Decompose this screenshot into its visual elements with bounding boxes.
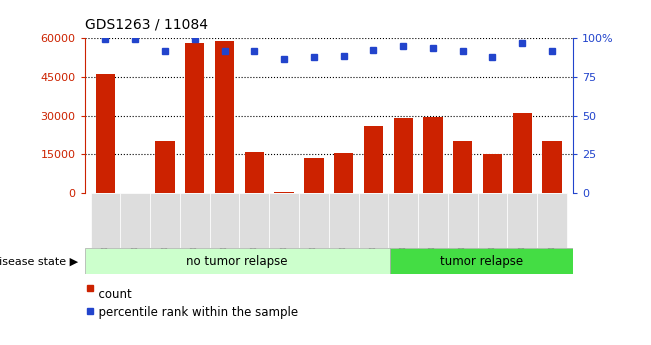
Bar — [507, 193, 537, 248]
Bar — [120, 193, 150, 248]
Bar — [180, 193, 210, 248]
Bar — [537, 193, 567, 248]
Text: percentile rank within the sample: percentile rank within the sample — [91, 306, 298, 319]
Bar — [423, 117, 443, 193]
Bar — [448, 193, 478, 248]
Text: no tumor relapse: no tumor relapse — [186, 255, 288, 268]
Bar — [90, 193, 120, 248]
Bar — [270, 193, 299, 248]
Bar — [96, 74, 115, 193]
Bar — [364, 126, 383, 193]
Text: disease state ▶: disease state ▶ — [0, 256, 78, 266]
Bar — [210, 193, 240, 248]
Bar — [185, 43, 204, 193]
Bar — [512, 113, 532, 193]
Bar — [215, 40, 234, 193]
Text: GDS1263 / 11084: GDS1263 / 11084 — [85, 17, 208, 31]
Bar — [85, 248, 390, 274]
Bar — [245, 152, 264, 193]
Bar — [359, 193, 388, 248]
Bar — [334, 153, 353, 193]
Bar — [453, 141, 473, 193]
Bar — [393, 118, 413, 193]
Bar — [418, 193, 448, 248]
Bar — [329, 193, 359, 248]
Bar — [150, 193, 180, 248]
Bar — [299, 193, 329, 248]
Bar — [240, 193, 270, 248]
Text: count: count — [91, 288, 132, 302]
Bar — [542, 141, 562, 193]
Text: tumor relapse: tumor relapse — [440, 255, 523, 268]
Bar — [390, 248, 573, 274]
Bar — [478, 193, 507, 248]
Bar — [304, 158, 324, 193]
Bar — [483, 154, 502, 193]
Bar — [388, 193, 418, 248]
Bar — [156, 141, 174, 193]
Bar — [275, 192, 294, 193]
